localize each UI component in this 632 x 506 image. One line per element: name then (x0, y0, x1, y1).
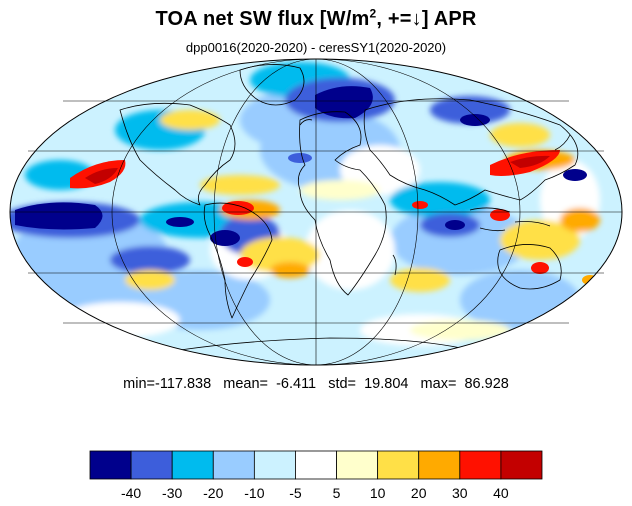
colorbar-swatch (336, 450, 379, 480)
coast-nz (587, 299, 593, 319)
stat-mean-value: -6.411 (276, 376, 317, 392)
colorbar-tick-label: 40 (493, 485, 509, 501)
stat-min-label: min= (123, 376, 155, 392)
patch-b-5 (430, 96, 510, 124)
coastlines (119, 64, 593, 351)
title-text: TOA net SW flux [W/m (155, 8, 370, 30)
stat-max-value: 86.928 (464, 376, 509, 392)
patch-w-5 (60, 302, 180, 338)
globe-outline (9, 58, 623, 366)
flux-extremes (15, 86, 598, 285)
coast-asia (363, 98, 579, 206)
coast-japan (554, 134, 571, 151)
colorbar-swatch (500, 450, 543, 480)
navy-spot-pacific-e (166, 217, 194, 227)
patch-b-6 (110, 246, 190, 274)
coast-greenland (239, 64, 305, 106)
patch-ly-1 (300, 180, 380, 200)
navy-spot-atl (288, 153, 312, 163)
patch-y-2 (500, 220, 580, 260)
title-superscript: 2 (369, 6, 377, 21)
coast-north-america (119, 102, 236, 206)
patch-o-3 (270, 262, 310, 278)
colorbar-tick-label: -5 (289, 485, 302, 501)
stat-min-value: -117.838 (155, 376, 212, 392)
map-subtitle: dpp0016(2020-2020) - ceresSY1(2020-2020) (185, 40, 447, 55)
colorbar-tick-label: -20 (203, 485, 224, 501)
colorbar-swatch (295, 450, 337, 480)
patch-y-7 (490, 123, 550, 147)
colorbar-swatch (130, 450, 173, 480)
patch-y-3 (200, 175, 280, 195)
coast-south-america (203, 202, 273, 319)
colorbar-tick-label: 30 (452, 485, 468, 501)
navy-spot-indo (445, 220, 465, 230)
coast-indonesia (469, 207, 551, 232)
colorbar-swatch (89, 450, 132, 480)
flux-field (10, 59, 622, 365)
navy-spot-sea (563, 169, 587, 181)
map-title: TOA net SW flux [W/m2, +=↓] APR (0, 6, 632, 31)
coast-australia (497, 244, 562, 290)
coast-europe-africa (297, 111, 387, 296)
colorbar-tick-label: 10 (369, 485, 386, 501)
statistics-line: min=-117.838 mean= -6.411 std= 19.804 ma… (0, 376, 632, 392)
coast-antarctica (179, 337, 471, 351)
coast-uk (299, 119, 313, 126)
patch-w-1 (305, 210, 395, 290)
colorbar-swatch (418, 450, 461, 480)
colorbar-tick-label: -10 (244, 485, 265, 501)
stat-std-value: 19.804 (364, 376, 409, 392)
stat-max-label: max= (420, 376, 457, 392)
stat-mean-label: mean= (223, 376, 269, 392)
title-suffix: , +=↓] APR (376, 8, 477, 30)
red-spot-india (412, 201, 428, 209)
colorbar-swatch (253, 450, 296, 480)
colorbar-tick-label: 5 (332, 485, 341, 501)
navy-arctic (315, 86, 373, 119)
red-core-pacific (85, 168, 118, 184)
stat-std-label: std= (328, 376, 357, 392)
red-core-asia (510, 155, 550, 168)
navy-spot-sa (210, 230, 240, 246)
patch-o-4 (560, 208, 600, 232)
red-spot-andes (237, 257, 253, 267)
colorbar-tick-label: 20 (410, 485, 427, 501)
colorbar-swatch (459, 450, 502, 480)
red-spot-amazon (222, 201, 254, 215)
patch-y-4 (160, 110, 220, 130)
red-spot-aus (531, 262, 549, 274)
colorbar-tick-label: -30 (162, 485, 183, 501)
colorbar-swatch (171, 450, 214, 480)
navy-band-pacific (15, 202, 103, 230)
colorbar-swatch (377, 450, 420, 480)
patch-y-5 (390, 268, 450, 292)
patch-ly-2 (410, 320, 510, 340)
navy-spot-asia (460, 114, 490, 126)
world-map (9, 58, 623, 366)
patch-y-6 (125, 270, 175, 290)
colorbar-tick-label: -40 (120, 485, 142, 501)
patch-c-2 (390, 182, 490, 218)
coast-madagascar (392, 254, 397, 276)
colorbar-swatch (212, 450, 255, 480)
